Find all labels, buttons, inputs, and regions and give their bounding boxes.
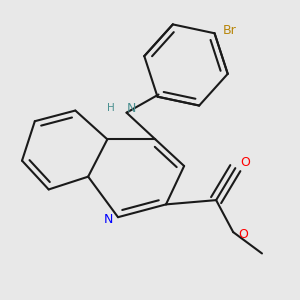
- Text: N: N: [104, 213, 113, 226]
- Text: Br: Br: [223, 24, 237, 37]
- Text: H: H: [107, 103, 115, 113]
- Text: O: O: [241, 156, 250, 169]
- Text: O: O: [238, 228, 248, 241]
- Text: N: N: [127, 102, 136, 115]
